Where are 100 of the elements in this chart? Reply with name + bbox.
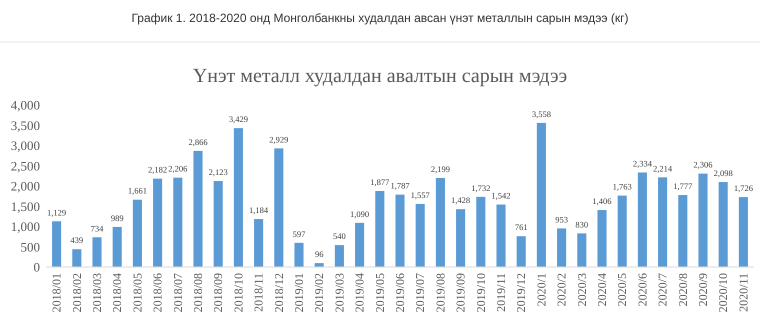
x-tick-label: 2018/02: [70, 273, 84, 312]
x-tick-label: 2019/08: [433, 273, 448, 312]
x-tick-label: 2020/7: [656, 273, 670, 306]
data-label: 1,184: [249, 205, 269, 216]
x-tick-label: 2020/6: [635, 273, 650, 306]
bar: [597, 210, 607, 267]
x-tick-label: 2019/07: [413, 273, 428, 312]
data-label: 2,199: [430, 164, 450, 174]
bar: [294, 242, 304, 267]
x-tick-label: 2019/06: [393, 273, 407, 312]
data-label: 2,123: [208, 167, 228, 178]
data-label: 1,763: [612, 182, 632, 192]
y-tick-label: 4,000: [10, 98, 40, 113]
bar: [698, 174, 708, 267]
bar: [153, 178, 162, 267]
x-tick-label: 2018/01: [50, 273, 64, 312]
data-label: 1,787: [390, 180, 410, 191]
data-label: 1,406: [592, 196, 612, 206]
x-tick-label: 2019/02: [312, 273, 326, 312]
data-label: 1,557: [410, 190, 430, 200]
bar: [476, 196, 486, 267]
x-tick-label: 2019/11: [494, 273, 508, 312]
x-tick-label: 2020/1: [534, 273, 548, 306]
bar: [658, 177, 668, 267]
bar: [557, 228, 566, 267]
x-tick-label: 2018/10: [231, 273, 246, 312]
data-label: 1,732: [471, 182, 490, 193]
bar: [274, 148, 284, 267]
bar: [456, 209, 466, 267]
x-tick-label: 2018/08: [191, 273, 206, 312]
y-tick-label: 1,000: [10, 219, 40, 234]
data-label: 597: [292, 228, 306, 239]
x-tick-label: 2019/05: [372, 273, 387, 312]
data-label: 2,306: [693, 160, 713, 170]
bar: [536, 122, 546, 267]
data-label: 953: [555, 214, 568, 224]
data-label: 1,726: [734, 183, 753, 194]
x-tick-label: 2019/10: [474, 273, 488, 312]
bar: [738, 197, 748, 267]
data-label: 2,098: [714, 168, 733, 178]
x-tick-label: 2018/11: [252, 273, 266, 312]
bar: [638, 172, 647, 267]
bar: [234, 128, 243, 267]
bar: [678, 195, 688, 267]
y-tick-label: 500: [20, 239, 40, 254]
bar: [334, 245, 344, 267]
x-tick-label: 2020/11: [736, 273, 750, 312]
data-label: 2,334: [632, 158, 653, 168]
data-label: 439: [70, 235, 84, 246]
data-label: 3,429: [228, 114, 248, 124]
x-tick-label: 2020/9: [696, 273, 710, 306]
bar: [618, 196, 627, 267]
data-label: 1,090: [350, 208, 370, 219]
x-tick-label: 2018/03: [90, 273, 104, 312]
data-label: 2,866: [188, 136, 208, 147]
bar: [92, 237, 102, 267]
x-tick-label: 2020/2: [554, 273, 569, 306]
x-tick-label: 2020/4: [594, 273, 609, 306]
x-tick-label: 2018/05: [130, 273, 144, 312]
bar: [395, 194, 405, 267]
x-tick-label: 2019/01: [292, 273, 306, 312]
data-label: 734: [90, 223, 104, 234]
data-label: 989: [110, 212, 124, 223]
y-tick-label: 0: [34, 260, 40, 275]
data-label: 761: [514, 222, 528, 232]
data-label: 3,558: [532, 108, 551, 119]
y-tick-label: 2,500: [10, 158, 40, 174]
bar: [173, 178, 182, 267]
bar: [516, 236, 526, 267]
x-tick-label: 2020/10: [716, 273, 730, 312]
x-tick-label: 2019/12: [514, 273, 528, 312]
data-label: 540: [333, 231, 346, 242]
bar: [577, 233, 586, 267]
data-label: 1,777: [673, 181, 692, 192]
bar: [193, 150, 203, 267]
x-tick-label: 2019/09: [454, 273, 468, 312]
data-label: 2,182: [148, 164, 168, 175]
bar: [72, 249, 82, 267]
x-tick-label: 2019/03: [332, 273, 346, 312]
x-tick-label: 2020/5: [615, 273, 630, 306]
data-label: 2,214: [653, 163, 673, 174]
y-tick-label: 3,000: [10, 138, 40, 154]
chart-subtitle: Үнэт металл худалдан авалтын сарын мэдээ: [192, 65, 568, 87]
bar: [416, 204, 425, 267]
data-label: 96: [314, 249, 324, 260]
data-label: 2,206: [168, 164, 188, 174]
y-tick-label: 1,500: [10, 198, 40, 214]
x-tick-label: 2018/07: [170, 273, 185, 312]
x-tick-label: 2018/09: [211, 273, 226, 312]
y-tick-label: 2,000: [10, 178, 40, 194]
bar: [254, 219, 264, 267]
bar: [214, 181, 223, 267]
bar: [355, 222, 364, 267]
x-tick-label: 2020/3: [574, 273, 589, 306]
x-tick-label: 2018/06: [150, 273, 165, 312]
data-label: 1,542: [491, 190, 511, 201]
x-tick-label: 2018/04: [110, 273, 124, 312]
x-tick-label: 2018/12: [272, 273, 286, 312]
chart-title: График 1. 2018-2020 онд Монголбанкны худалдан авсан үнэт металлын сарын мэдээ (кг): [131, 11, 629, 25]
bar: [112, 226, 122, 267]
